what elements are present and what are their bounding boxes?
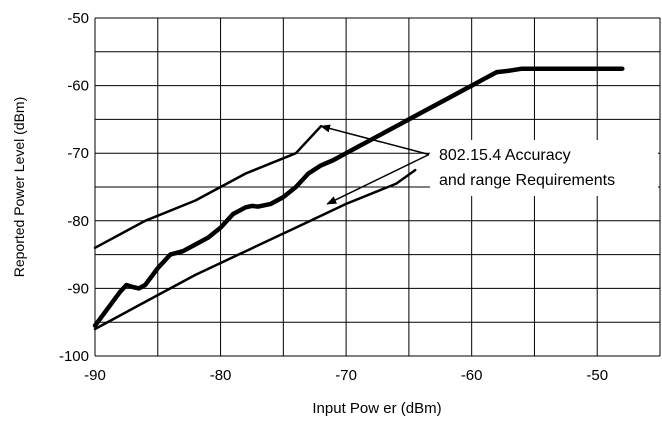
series-line-requirement-lower	[93, 168, 417, 331]
y-axis-label: Reported Power Level (dBm)	[11, 97, 27, 278]
x-tick-label: -70	[335, 367, 357, 384]
annotation-text-line: 802.15.4 Accuracy	[439, 147, 571, 164]
y-tick-label: -60	[67, 78, 89, 95]
tick-label-layer: -90 -80 -70 -60 -50 -100 -90 -80 -70 -60 -50	[59, 10, 608, 384]
series-line-requirement-upper	[93, 124, 323, 250]
y-tick-label: -70	[67, 145, 89, 162]
annotation-background	[430, 140, 658, 196]
y-tick-label: -50	[67, 10, 89, 27]
annotation-text-line: and range Requirements	[439, 172, 615, 189]
x-axis-label: Input Pow er (dBm)	[312, 400, 441, 417]
annotation-layer: 802.15.4 Accuracy and range Requirements	[320, 124, 658, 205]
x-tick-label: -80	[210, 367, 232, 384]
grid-layer	[94, 17, 661, 357]
x-tick-label: -90	[84, 367, 106, 384]
y-tick-label: -90	[67, 280, 89, 297]
y-tick-label: -80	[67, 213, 89, 230]
series-line-measured	[92, 66, 625, 328]
y-tick-label: -100	[59, 348, 89, 365]
annotation-arrow	[326, 153, 430, 205]
x-tick-label: -50	[586, 367, 608, 384]
annotation-arrow	[320, 124, 430, 156]
x-tick-label: -60	[461, 367, 483, 384]
series-layer	[92, 66, 625, 331]
